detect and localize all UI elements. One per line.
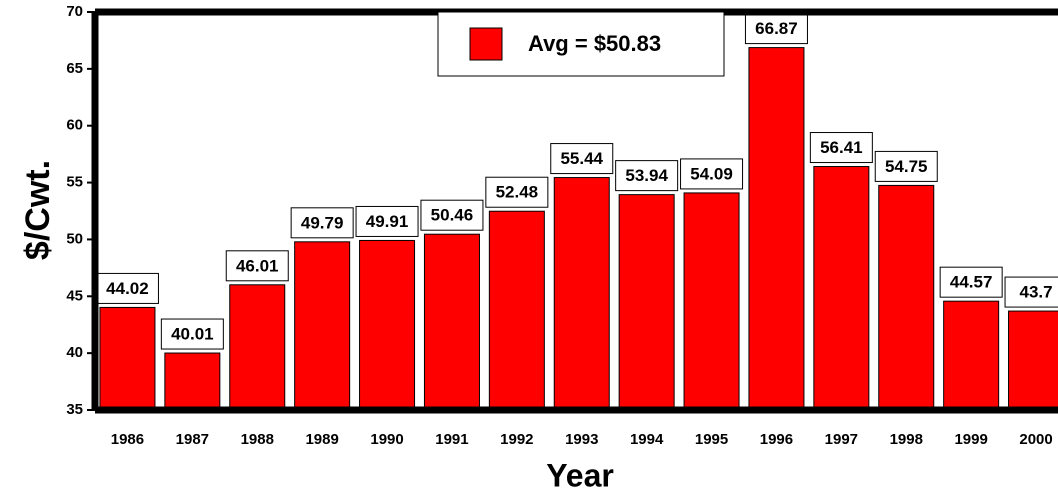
bar [813, 166, 870, 411]
value-label-box [615, 160, 679, 192]
y-axis-label: $/Cwt. [19, 160, 57, 260]
value-label: 49.79 [301, 213, 344, 232]
value-label: 52.48 [496, 183, 539, 202]
value-label: 54.75 [885, 157, 928, 176]
y-tick-label: 35 [66, 401, 83, 418]
value-label-box [550, 143, 614, 175]
bar [488, 210, 545, 411]
y-tick-label: 65 [66, 60, 83, 77]
value-label-box [1004, 276, 1058, 308]
x-tick-label: 1992 [500, 431, 533, 448]
y-tick-label: 70 [66, 3, 83, 20]
x-tick-label: 1999 [954, 431, 987, 448]
value-label: 50.46 [431, 206, 474, 225]
value-label-box [420, 199, 484, 231]
bar [878, 184, 935, 411]
x-tick-label: 1995 [695, 431, 728, 448]
x-tick-label: 1994 [630, 431, 664, 448]
x-tick-label: 1987 [176, 431, 209, 448]
x-tick-label: 1996 [760, 431, 793, 448]
bar [748, 47, 805, 411]
value-label: 53.94 [625, 166, 668, 185]
y-tick-label: 40 [66, 344, 83, 361]
y-tick-label: 50 [66, 230, 83, 247]
x-tick-label: 1988 [241, 431, 274, 448]
value-label-box [160, 318, 224, 350]
value-label-box [744, 13, 808, 45]
value-label: 40.01 [171, 325, 214, 344]
value-label-box [680, 158, 744, 190]
x-tick-label: 1998 [890, 431, 923, 448]
value-label-box [355, 205, 419, 237]
x-tick-label: 1997 [825, 431, 858, 448]
value-label: 54.09 [690, 164, 733, 183]
bar [164, 352, 221, 411]
bar [683, 192, 740, 411]
bar [423, 233, 480, 411]
bar [359, 239, 416, 411]
bar [943, 300, 1000, 411]
bar [1008, 310, 1058, 411]
value-label-box [485, 176, 549, 208]
legend-swatch [469, 27, 503, 61]
bar [294, 241, 351, 411]
bar [99, 306, 156, 411]
legend-label: Avg = $50.83 [528, 31, 661, 56]
value-label: 44.02 [106, 279, 149, 298]
y-tick-label: 60 [66, 117, 83, 134]
value-label: 49.91 [366, 212, 409, 231]
value-label: 46.01 [236, 256, 279, 275]
x-tick-label: 2000 [1019, 431, 1052, 448]
value-label: 56.41 [820, 138, 863, 157]
y-tick-label: 55 [66, 174, 83, 191]
x-tick-label: 1989 [305, 431, 338, 448]
bar [553, 177, 610, 411]
x-tick-label: 1991 [435, 431, 468, 448]
x-axis-label: Year [546, 457, 614, 493]
bar [229, 284, 286, 411]
value-label-box [809, 132, 873, 164]
value-label: 43.7 [1020, 283, 1053, 302]
value-label: 66.87 [755, 19, 798, 38]
value-label-box [290, 207, 354, 239]
y-tick-label: 45 [66, 287, 83, 304]
x-tick-label: 1993 [565, 431, 598, 448]
value-label-box [874, 150, 938, 182]
value-label-box [939, 266, 1003, 298]
value-label: 55.44 [560, 149, 603, 168]
x-tick-label: 1990 [370, 431, 403, 448]
x-tick-label: 1986 [111, 431, 144, 448]
value-label-box [225, 250, 289, 282]
value-label: 44.57 [950, 273, 993, 292]
bar [618, 194, 675, 411]
